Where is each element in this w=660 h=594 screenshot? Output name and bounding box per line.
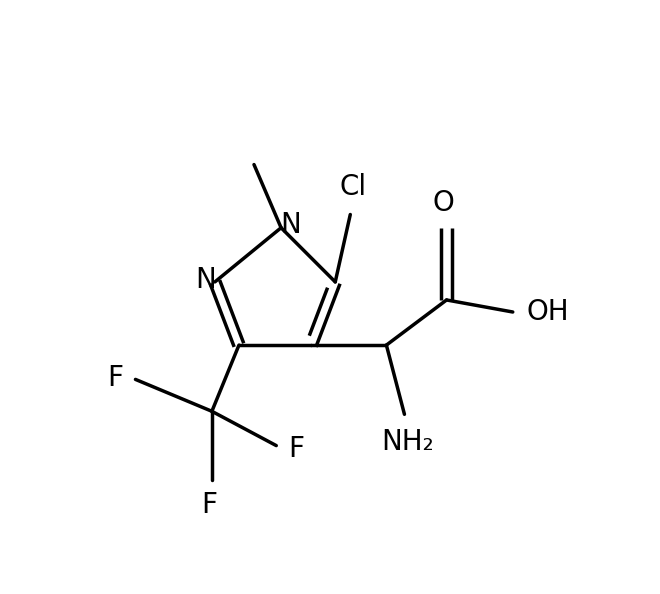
Text: N: N xyxy=(195,266,216,293)
Text: F: F xyxy=(108,364,123,392)
Text: O: O xyxy=(433,189,455,217)
Text: NH₂: NH₂ xyxy=(381,428,434,456)
Text: Cl: Cl xyxy=(340,173,367,201)
Text: N: N xyxy=(280,211,301,239)
Text: F: F xyxy=(201,491,217,519)
Text: OH: OH xyxy=(526,298,569,326)
Text: F: F xyxy=(288,435,304,463)
